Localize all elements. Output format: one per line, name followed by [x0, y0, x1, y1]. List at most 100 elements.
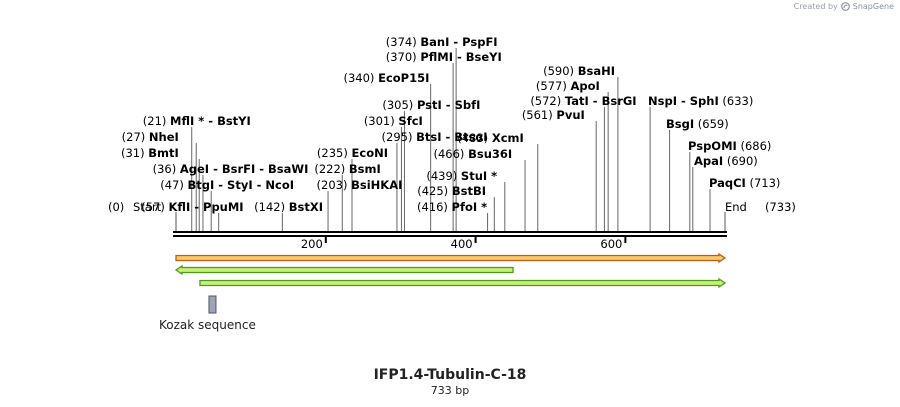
site-name: BtsI - BtsαI [416, 130, 487, 144]
site-position: (47) [160, 178, 184, 192]
site-position: (27) [122, 130, 146, 144]
site-name: ApoI [570, 79, 599, 93]
site-position: (374) [386, 35, 417, 49]
site-position: (572) [530, 94, 561, 108]
construct-length: 733 bp [430, 384, 470, 397]
site-name: PspOMI [688, 139, 737, 153]
start-position: (0) [108, 200, 124, 214]
site-apoi[interactable]: (577) ApoI [536, 79, 600, 93]
site-name: BsmI [349, 162, 381, 176]
site-position: (416) [417, 200, 448, 214]
site-name: TatI - BsrGI [565, 94, 637, 108]
site-bsmi[interactable]: (222) BsmI [314, 162, 380, 176]
site-btsi-bts-i[interactable]: (295) BtsI - BtsαI [382, 130, 488, 144]
ruler-ticks: 200 400 600 [301, 236, 627, 251]
construct-title: IFP1.4-Tubulin-C-18 [373, 367, 527, 383]
credit-brand: SnapGene [852, 2, 894, 11]
site-nspi-sphi[interactable]: NspI - SphI (633) [648, 94, 753, 108]
site-name: PflMI - BseYI [420, 50, 501, 64]
tick-label-200: 200 [301, 237, 323, 251]
site-bstxi[interactable]: (142) BstXI [254, 200, 323, 214]
dna-backbone [173, 231, 727, 237]
site-paqci[interactable]: PaqCI (713) [709, 176, 780, 190]
site-name: BsgI [666, 117, 694, 131]
site-position: (633) [722, 94, 753, 108]
site-position: (235) [317, 146, 348, 160]
site-agei-bsrfi-bsawi[interactable]: (36) AgeI - BsrFI - BsaWI [153, 162, 309, 176]
site-position: (370) [386, 50, 417, 64]
snapgene-logo-icon [840, 2, 850, 11]
site-name: PfoI * [452, 200, 488, 214]
snapgene-credit: Created by SnapGene [794, 2, 894, 11]
site-stui[interactable]: (439) StuI * [426, 169, 497, 183]
site-bsu36i[interactable]: (466) Bsu36I [434, 147, 513, 161]
site-position: (57) [141, 200, 165, 214]
end-label: End [725, 200, 747, 214]
site-mfli-bstyi[interactable]: (21) MflI * - BstYI [143, 114, 251, 128]
site-name: PaqCI [709, 176, 746, 190]
site-position: (301) [364, 114, 395, 128]
site-position: (142) [254, 200, 285, 214]
site-position: (31) [121, 146, 145, 160]
site-pflmi-bseyi[interactable]: (370) PflMI - BseYI [386, 50, 502, 64]
tick-label-400: 400 [451, 237, 473, 251]
site-sfci[interactable]: (301) SfcI [364, 114, 423, 128]
site-pfoi[interactable]: (416) PfoI * [417, 200, 487, 214]
site-name: ApaI [694, 154, 723, 168]
site-position: (295) [382, 130, 413, 144]
site-bmti[interactable]: (31) BmtI [121, 146, 179, 160]
site-position: (659) [698, 117, 729, 131]
site-position: (686) [740, 139, 771, 153]
site-kfli-ppumi[interactable]: (57) KflI - PpuMI [141, 200, 243, 214]
green-feature-reverse[interactable] [174, 264, 514, 276]
site-name: BstXI [289, 200, 323, 214]
site-position: (690) [727, 154, 758, 168]
end-position: (733) [765, 200, 796, 214]
site-bstbi[interactable]: (425) BstBI [417, 184, 486, 198]
site-btgi-styi-ncoi[interactable]: (47) BtgI - StyI - NcoI [160, 178, 294, 192]
site-position: (36) [153, 162, 177, 176]
site-position: (340) [344, 71, 375, 85]
site-apai[interactable]: ApaI (690) [694, 154, 758, 168]
site-name: PvuI [556, 108, 584, 122]
site-ecop15i[interactable]: (340) EcoP15I [344, 71, 430, 85]
site-name: SfcI [398, 114, 422, 128]
site-name: EcoP15I [378, 71, 429, 85]
site-position: (466) [434, 147, 465, 161]
site-bani-pspfi[interactable]: (374) BanI - PspFI [386, 35, 498, 49]
site-bsihkai[interactable]: (203) BsiHKAI [317, 178, 403, 192]
kozak-sequence-feature[interactable] [208, 295, 217, 314]
site-name: AgeI - BsrFI - BsaWI [180, 162, 309, 176]
tick-label-600: 600 [600, 237, 622, 251]
site-bsgi[interactable]: BsgI (659) [666, 117, 729, 131]
site-econi[interactable]: (235) EcoNI [317, 146, 388, 160]
site-position: (425) [417, 184, 448, 198]
kozak-sequence-label[interactable]: Kozak sequence [159, 318, 256, 332]
site-name: PstI - SbfI [417, 98, 480, 112]
credit-prefix: Created by [793, 2, 838, 11]
site-nhei[interactable]: (27) NheI [122, 130, 179, 144]
site-name: StuI * [461, 169, 497, 183]
green-feature-forward[interactable] [199, 277, 727, 289]
site-name: BsaHI [578, 64, 615, 78]
site-name: BanI - PspFI [420, 35, 497, 49]
site-psti-sbfi[interactable]: (305) PstI - SbfI [382, 98, 480, 112]
site-name: MflI * - BstYI [170, 114, 251, 128]
site-position: (713) [750, 176, 781, 190]
site-tati-bsrgi[interactable]: (572) TatI - BsrGI [530, 94, 636, 108]
site-xcmi[interactable]: (483) XcmI [457, 131, 524, 145]
site-name: BsiHKAI [351, 178, 402, 192]
site-name: Bsu36I [468, 147, 512, 161]
site-name: BstBI [452, 184, 486, 198]
feature-track [174, 252, 727, 314]
site-pvui[interactable]: (561) PvuI [522, 108, 585, 122]
site-pspomi[interactable]: PspOMI (686) [688, 139, 771, 153]
site-position: (561) [522, 108, 553, 122]
site-name: NheI [149, 130, 179, 144]
orange-feature-forward[interactable] [175, 252, 727, 264]
site-name: KflI - PpuMI [169, 200, 244, 214]
site-bsahi[interactable]: (590) BsaHI [543, 64, 615, 78]
site-name: BmtI [148, 146, 179, 160]
site-name: EcoNI [352, 146, 388, 160]
